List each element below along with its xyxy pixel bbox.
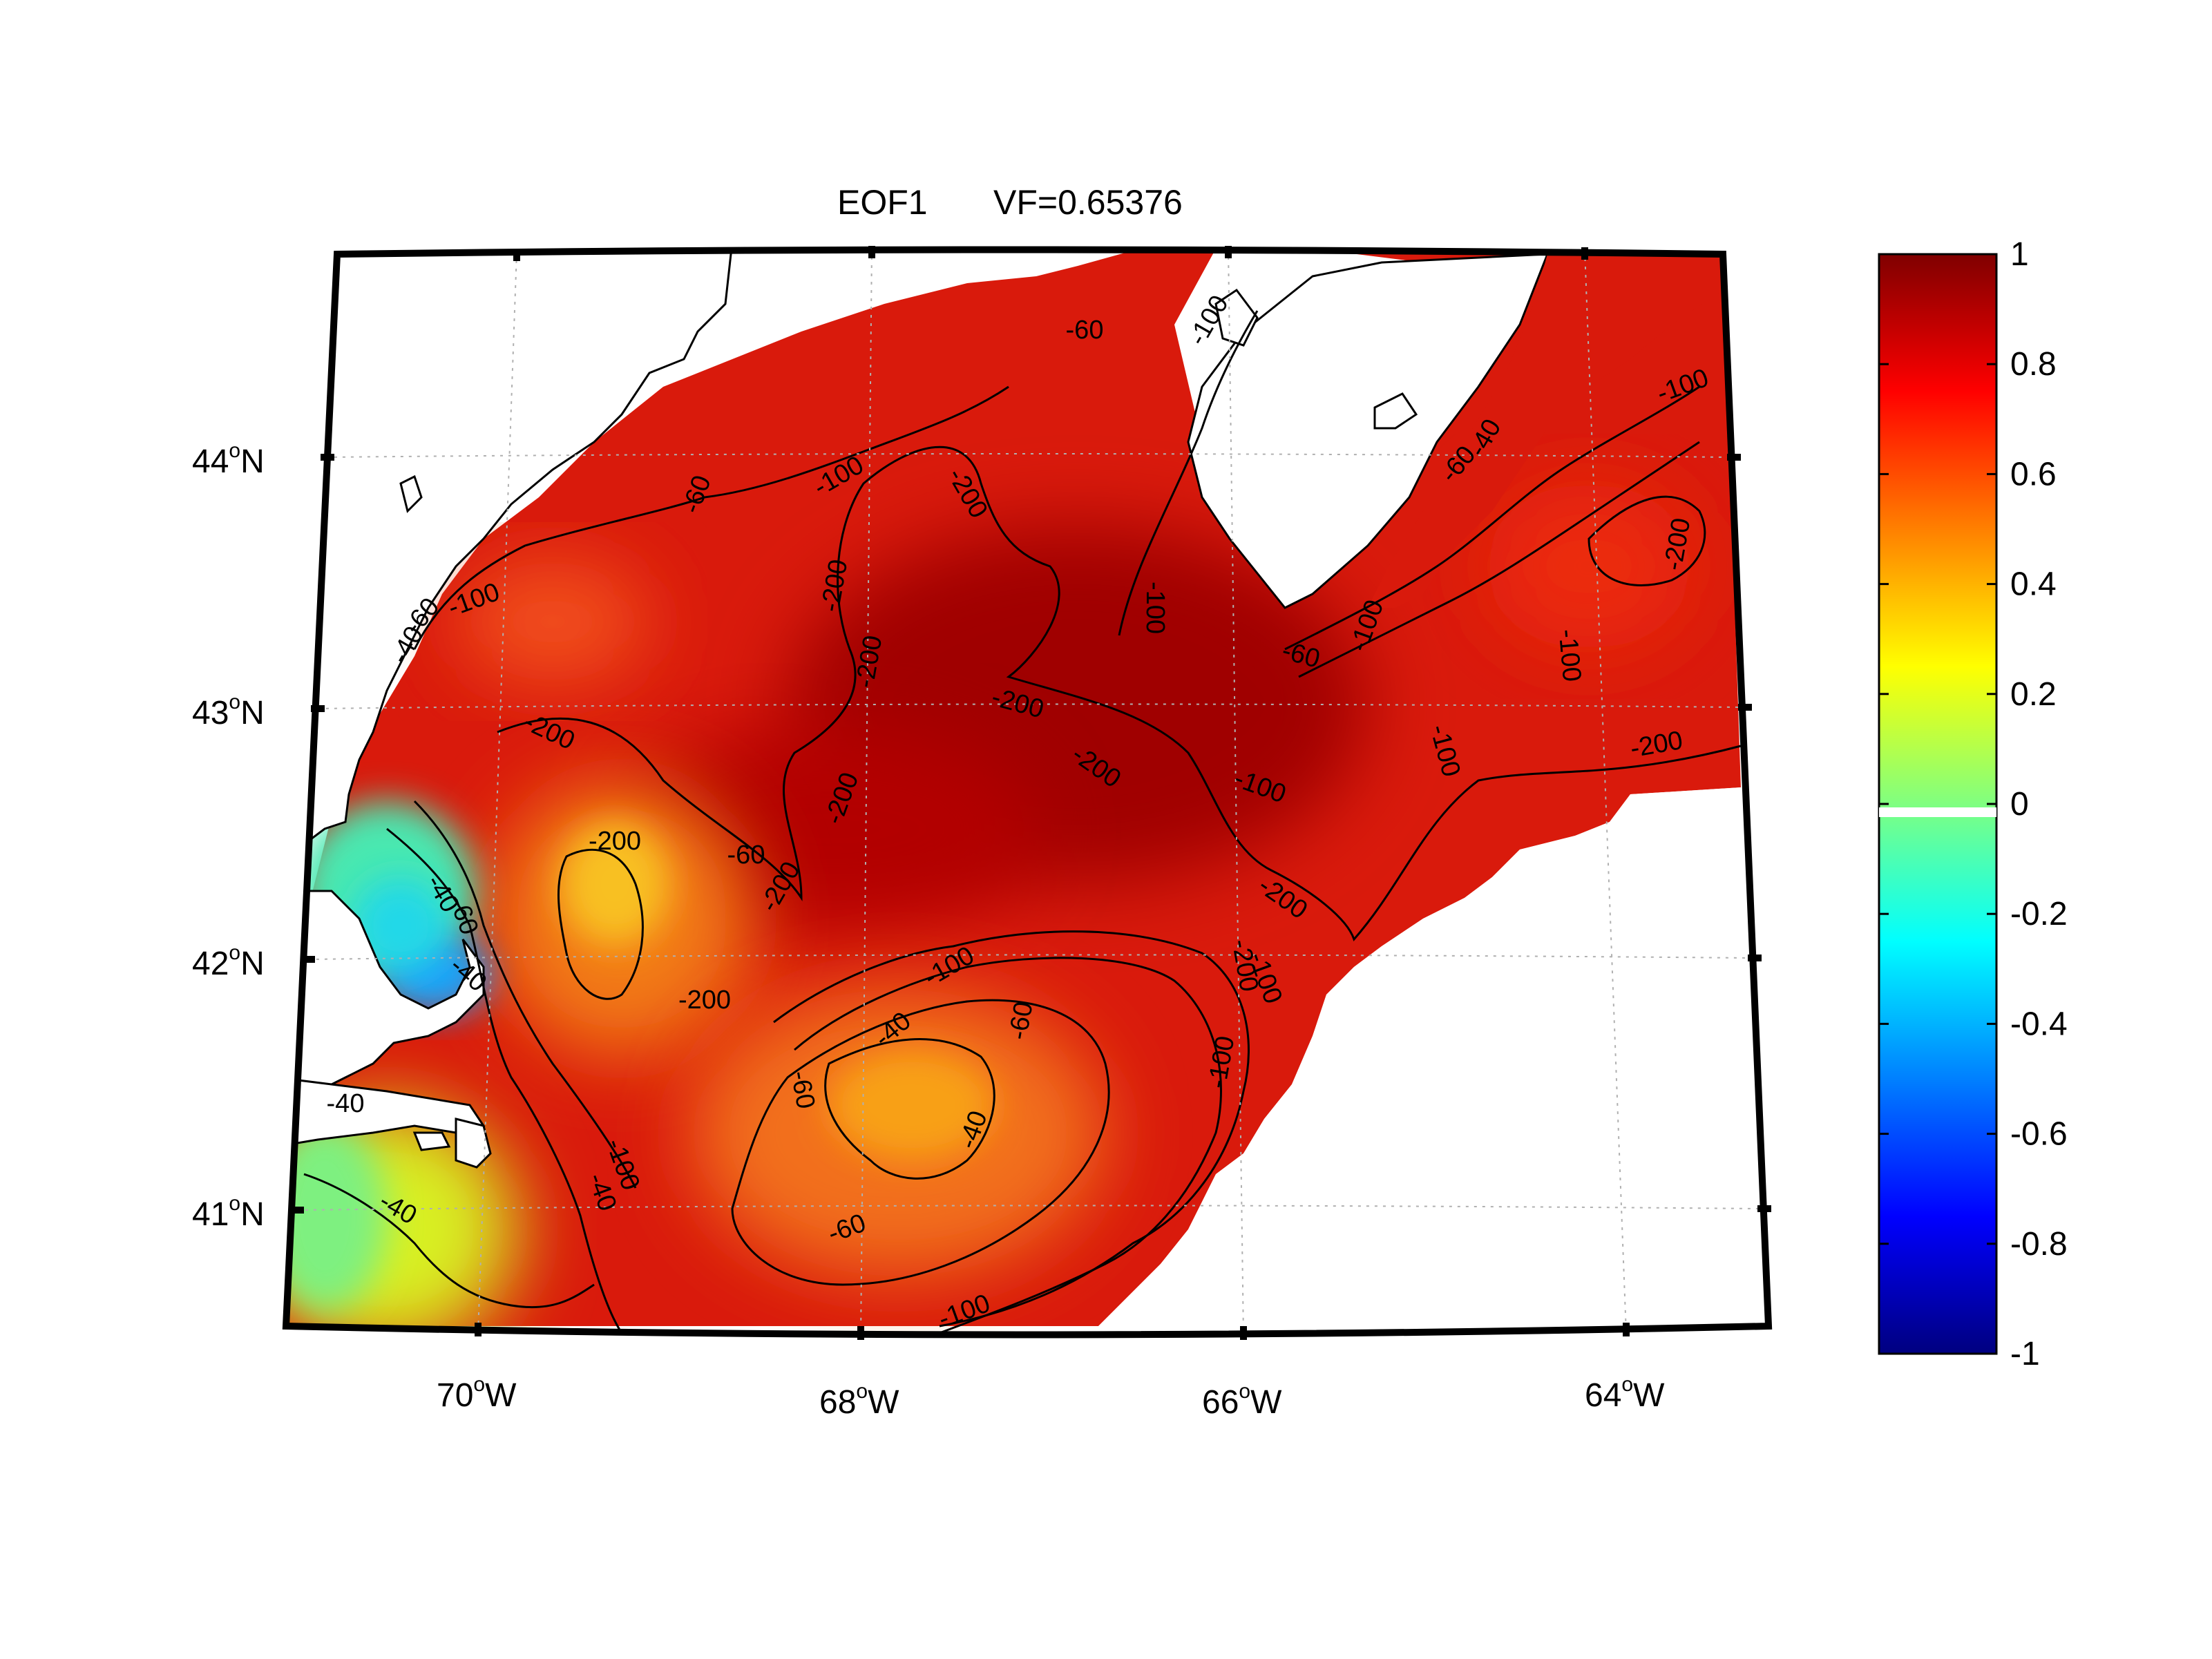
colorbar-tick-label: 0.4 <box>2010 566 2057 603</box>
contour-label: -200 <box>678 986 731 1015</box>
colorbar-tick-label: -0.2 <box>2010 896 2068 932</box>
coastal-maine-orange <box>456 559 649 684</box>
contour-label: -40 <box>327 1089 365 1118</box>
scotian-high <box>1485 483 1693 649</box>
contour-label: -100 <box>1141 582 1170 634</box>
colorbar-tick-label: 0 <box>2010 786 2029 823</box>
depth-contours <box>303 310 1742 1334</box>
contour-200-main <box>497 445 1742 941</box>
east-coast-strip <box>1368 254 1723 608</box>
map-frame <box>282 246 1773 1339</box>
lat-label-44n: 44oN <box>192 439 265 480</box>
nantucket-island <box>455 1118 492 1169</box>
parallel-43n <box>317 703 1742 709</box>
mass-bay-cyan <box>352 877 449 974</box>
landmasses <box>286 249 1768 1335</box>
longitude-labels: 70oW 68oW 66oW 64oW <box>437 1373 1665 1421</box>
contour-200-stellwagen <box>557 848 644 1000</box>
lon-label-70w: 70oW <box>437 1373 517 1414</box>
nantucket-green <box>286 1119 387 1312</box>
parallel-44n <box>325 453 1731 458</box>
contour-label: -200 <box>589 827 641 856</box>
pe-island <box>1373 392 1418 430</box>
graticule <box>296 249 1760 1335</box>
colorbar: 1 0.8 0.6 0.4 0.2 0 -0.2 -0.4 -0.6 -0.8 -1 <box>1878 236 2068 1372</box>
contour-100-channel <box>1118 310 1259 636</box>
nova-scotia <box>1187 253 1550 609</box>
meridian-70w <box>477 251 517 1334</box>
colorbar-tick-label: 1 <box>2010 236 2029 273</box>
contour-60-scotian <box>1284 385 1700 651</box>
contour-200-georges <box>773 930 1250 1327</box>
title-mode: EOF1 <box>837 183 928 222</box>
colorbar-tick-label: -0.4 <box>2010 1006 2068 1042</box>
lat-label-41n: 41oN <box>192 1192 265 1233</box>
contour-label: -60 <box>1066 316 1104 345</box>
latitude-labels: 44oN 43oN 42oN 41oN <box>192 439 265 1233</box>
contour-40-georges <box>824 1038 995 1180</box>
colorbar-ticks: 1 0.8 0.6 0.4 0.2 0 -0.2 -0.4 -0.6 -0.8 -1 <box>1879 236 2068 1372</box>
colorbar-gradient-bar <box>1878 253 1998 1355</box>
parallel-41n <box>296 1205 1760 1211</box>
map-tick-marks <box>290 246 1771 1340</box>
georges-bank-core <box>829 1050 995 1160</box>
anomaly-blobs <box>286 483 1693 1335</box>
colorbar-tick-label: 0.2 <box>2010 676 2057 713</box>
colorbar-tick-label: 0.8 <box>2010 346 2057 383</box>
contour-100-georges <box>794 957 1222 1334</box>
map-field <box>286 249 1768 1335</box>
contour-100-scotian <box>1298 441 1700 678</box>
contour-40-nantucket <box>303 1173 595 1309</box>
contour-100-coastal <box>413 385 1009 650</box>
contour-label: -60 <box>727 841 765 870</box>
figure-title: EOF1 VF=0.65376 <box>837 183 1183 222</box>
contour-label: -100 <box>1553 628 1586 682</box>
new-england-coast <box>286 249 734 865</box>
contour-label: -60 <box>785 1068 820 1111</box>
contour-200-scotian <box>1588 495 1706 586</box>
lat-label-43n: 43oN <box>192 691 265 731</box>
upper-island <box>399 474 423 513</box>
contour-60-georges <box>731 999 1110 1286</box>
contour-100-cape <box>413 800 637 1189</box>
colorbar-tick-label: -0.8 <box>2010 1226 2068 1263</box>
colorbar-tick-label: -0.6 <box>2010 1116 2068 1153</box>
parallel-42n <box>307 954 1750 960</box>
deep-water-void <box>1098 787 1768 1335</box>
colorbar-tick-label: -1 <box>2010 1336 2040 1372</box>
contour-label: -60 <box>1004 999 1039 1042</box>
martha-vineyard <box>412 1131 451 1151</box>
lon-label-68w: 68oW <box>819 1380 899 1421</box>
lon-label-64w: 64oW <box>1585 1373 1665 1414</box>
grand-manan <box>1214 288 1259 347</box>
lat-label-42n: 42oN <box>192 941 265 982</box>
colorbar-tick-label: 0.6 <box>2010 456 2057 492</box>
contour-60-cape <box>386 827 623 1334</box>
title-variance: VF=0.65376 <box>993 183 1183 222</box>
lon-label-66w: 66oW <box>1202 1380 1282 1421</box>
